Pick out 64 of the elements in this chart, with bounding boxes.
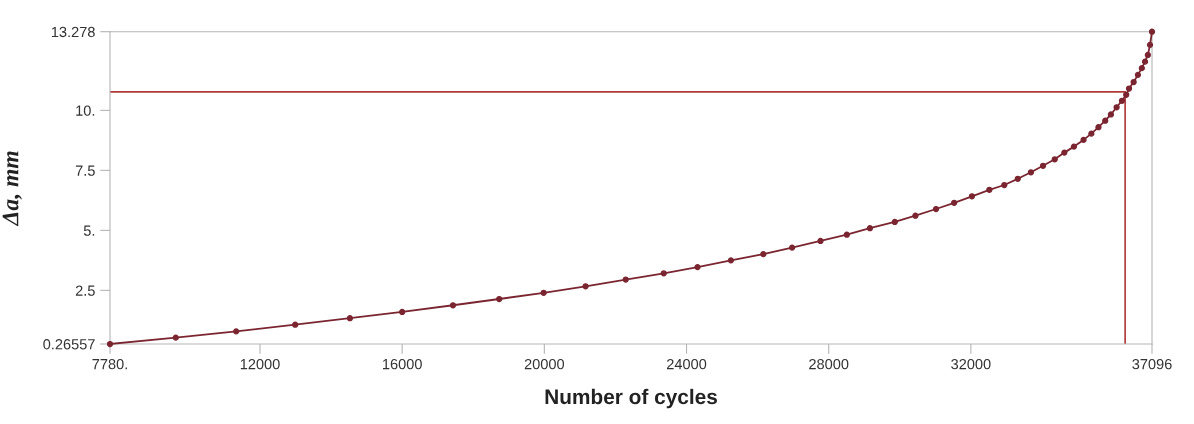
point (968, 193, 976, 200)
point (951, 199, 958, 206)
point (1014, 175, 1021, 182)
point (540, 289, 547, 296)
point (1113, 104, 1120, 111)
point (727, 257, 735, 264)
x-tick-label: 24000 (666, 358, 707, 370)
y-tick-label: 2.5 (75, 285, 95, 296)
point (1102, 117, 1109, 124)
point (912, 212, 919, 219)
point (660, 270, 667, 277)
point (496, 295, 503, 303)
point (1130, 78, 1137, 86)
point (1001, 181, 1008, 189)
y-tick-label: 7.5 (75, 165, 95, 176)
point (1051, 156, 1058, 163)
point (1125, 85, 1133, 92)
point (582, 283, 589, 290)
y-tick-label: 13.278 (51, 26, 95, 38)
point (1141, 58, 1149, 65)
point (233, 328, 240, 335)
x-tick-label: 28000 (809, 358, 849, 370)
point (1039, 162, 1047, 169)
point (891, 218, 898, 226)
point (1146, 41, 1154, 48)
point (843, 231, 850, 238)
point (1095, 124, 1102, 131)
point (694, 263, 701, 271)
x-tick-label: 32000 (951, 358, 991, 370)
point (399, 308, 406, 316)
y-tick-label: 0.26557 (43, 339, 95, 350)
point (1144, 51, 1152, 59)
point (788, 244, 796, 251)
point (1148, 28, 1156, 35)
point (292, 321, 299, 328)
x-axis-title: Number of cycles (545, 388, 717, 409)
x-tick-label: 16000 (383, 358, 422, 370)
point (1123, 91, 1130, 98)
point (106, 340, 114, 348)
point (1118, 97, 1126, 104)
point (1107, 111, 1115, 118)
point (449, 302, 457, 309)
x-tick-label: 20000 (524, 358, 565, 370)
point (1080, 136, 1087, 144)
y-tick-label: 5. (83, 225, 95, 236)
x-tick-label: 7780. (92, 358, 127, 370)
point (1061, 149, 1068, 156)
point (1138, 65, 1145, 72)
point (1027, 169, 1035, 176)
y-tick-label: 10. (76, 105, 95, 116)
point (1134, 71, 1142, 78)
point (760, 251, 767, 258)
point (932, 205, 940, 213)
point (817, 237, 824, 245)
point (866, 225, 874, 232)
point (1070, 143, 1078, 150)
x-tick-label: 37096 (1132, 358, 1172, 370)
point (172, 334, 179, 341)
x-tick-label: 12000 (240, 358, 280, 370)
y-axis-title: Δa, mm (2, 151, 22, 227)
point (986, 186, 993, 193)
point (1088, 130, 1095, 137)
point (346, 315, 354, 322)
point (622, 276, 629, 283)
